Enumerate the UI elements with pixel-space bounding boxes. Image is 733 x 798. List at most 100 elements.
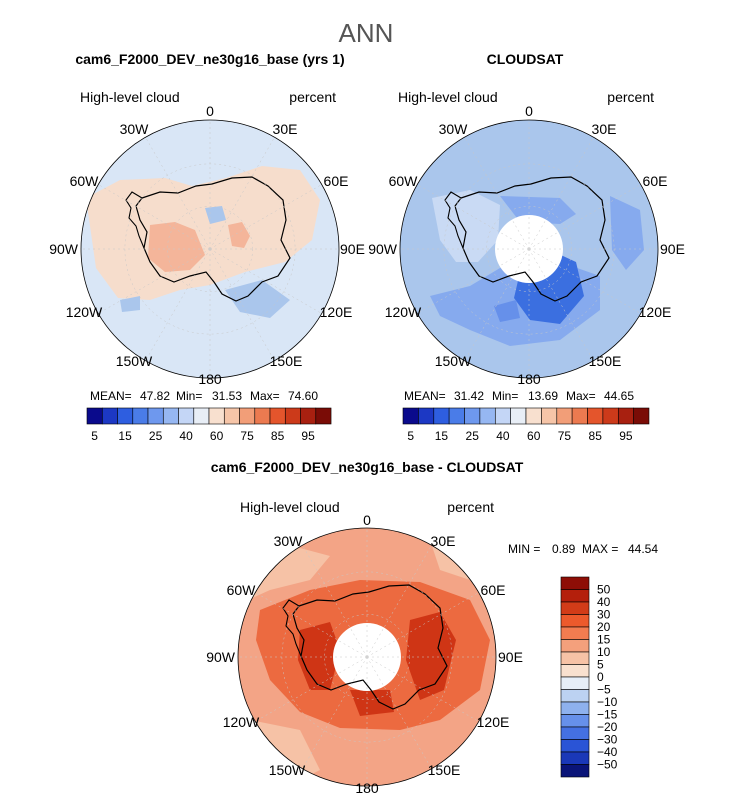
mean-value: 47.82: [140, 389, 170, 403]
panel-diff: cam6_F2000_DEV_ne30g16_base - CLOUDSAT H…: [206, 459, 658, 796]
lon-label-90e: 90E: [340, 241, 365, 257]
lon-label-120e: 120E: [320, 304, 353, 320]
cool-patch: [205, 206, 226, 224]
colorbar-swatch: [560, 676, 590, 690]
strongest-anomaly-region: [406, 612, 456, 700]
colorbar-swatch: [147, 407, 164, 425]
meridian-line: [209, 248, 275, 361]
colorbar-tick-label: −15: [597, 708, 618, 722]
colorbar-swatch: [494, 407, 511, 425]
max-label: Max=: [566, 389, 596, 403]
colorbar-tick-label: 85: [271, 429, 285, 443]
lon-label-0: 0: [525, 103, 533, 119]
colorbar-tick-label: −10: [597, 695, 618, 709]
colorbar-tick-label: 15: [597, 633, 611, 647]
min-label: Min=: [492, 389, 518, 403]
parallel-circle: [324, 614, 410, 700]
warm-core-2: [228, 222, 250, 248]
lon-label-60w: 60W: [389, 173, 419, 189]
lon-label-0: 0: [206, 103, 214, 119]
lon-label-30w: 30W: [274, 533, 304, 549]
colorbar-swatch: [269, 407, 286, 425]
units-label: percent: [607, 89, 654, 105]
lon-label-150w: 150W: [116, 353, 153, 369]
lon-label-120w: 120W: [223, 714, 260, 730]
cool-patch: [225, 280, 290, 318]
colorbar-swatch: [448, 407, 465, 425]
map-grid: [238, 528, 496, 786]
meridian-line: [145, 137, 211, 250]
colorbar-tick-label: −50: [597, 758, 618, 772]
units-label: percent: [447, 499, 494, 515]
colorbar-swatch: [178, 407, 195, 425]
panel-title: cam6_F2000_DEV_ne30g16_base (yrs 1): [75, 51, 344, 67]
colorbar-swatch: [239, 407, 256, 425]
meridian-line: [145, 248, 211, 361]
lon-label-60e: 60E: [324, 173, 349, 189]
colorbar-tick-label: 75: [558, 429, 572, 443]
longitude-labels: 0 30E 60E 90E 120E 150E 180 150W 120W 90…: [368, 103, 685, 387]
lon-label-0: 0: [363, 512, 371, 528]
colorbar-tick-label: −20: [597, 720, 618, 734]
stats-line: MIN = 0.89 MAX = 44.54: [508, 542, 658, 556]
lon-label-90w: 90W: [49, 241, 79, 257]
mean-value: 31.42: [454, 389, 484, 403]
lon-label-120e: 120E: [477, 714, 510, 730]
colorbar-swatch: [560, 651, 590, 665]
high-cloud-region: [494, 300, 520, 322]
colorbar-tick-label: 5: [91, 429, 98, 443]
meridian-line: [255, 656, 368, 722]
meridian-line: [98, 184, 211, 250]
colorbar-swatch: [315, 407, 332, 425]
colorbar-swatch: [418, 407, 435, 425]
min-value: 31.53: [212, 389, 242, 403]
meridian-line: [528, 248, 594, 361]
variable-label: High-level cloud: [398, 89, 498, 105]
max-value: 44.65: [604, 389, 634, 403]
colorbar-swatch: [132, 407, 149, 425]
longitude-labels: 0 30E 60E 90E 120E 150E 180 150W 120W 90…: [206, 512, 523, 796]
variable-label: High-level cloud: [240, 499, 340, 515]
colorbar-tick-label: 85: [589, 429, 603, 443]
mean-label: MEAN=: [90, 389, 132, 403]
colorbar-swatch: [541, 407, 558, 425]
meridian-line: [209, 137, 275, 250]
lon-label-30w: 30W: [439, 121, 469, 137]
map-grid: [81, 120, 339, 378]
colorbar-tick-label: −30: [597, 733, 618, 747]
colorbar-swatch: [560, 639, 590, 653]
meridian-line: [366, 592, 479, 658]
panel-title: CLOUDSAT: [487, 51, 564, 67]
colorbar-tick-label: 40: [179, 429, 193, 443]
colorbar-swatch: [402, 407, 419, 425]
meridian-line: [464, 248, 530, 361]
meridian-line: [302, 656, 368, 769]
colorbar-swatch: [560, 664, 590, 678]
lon-label-30e: 30E: [273, 121, 298, 137]
lon-label-180: 180: [355, 780, 379, 796]
min-value: 13.69: [528, 389, 558, 403]
colorbar-swatch: [163, 407, 179, 425]
colorbar-tick-label: 25: [466, 429, 480, 443]
colorbar-tick-label: 60: [210, 429, 224, 443]
colorbar-tick-label: 10: [597, 645, 611, 659]
colorbar-tick-label: 50: [597, 583, 611, 597]
colorbar-tick-label: 95: [301, 429, 315, 443]
colorbar-swatch: [102, 407, 118, 425]
colorbar-tick-label: −5: [597, 683, 611, 697]
max-label: Max=: [250, 389, 280, 403]
moderate-cloud-region: [610, 196, 644, 270]
max-value: 44.54: [628, 542, 658, 556]
colorbar-swatch: [254, 407, 271, 425]
antarctic-peninsula: [125, 191, 145, 249]
colorbar-swatch: [117, 407, 134, 425]
antarctic-peninsula: [444, 191, 464, 249]
meridian-line: [464, 137, 530, 250]
map-boundary: [399, 119, 659, 379]
colorbar-swatch: [560, 626, 590, 640]
colorbar-swatch: [560, 764, 590, 778]
colorbar-swatch: [571, 407, 588, 425]
colorbar-tick-label: 5: [597, 658, 604, 672]
meridian-line: [417, 184, 530, 250]
